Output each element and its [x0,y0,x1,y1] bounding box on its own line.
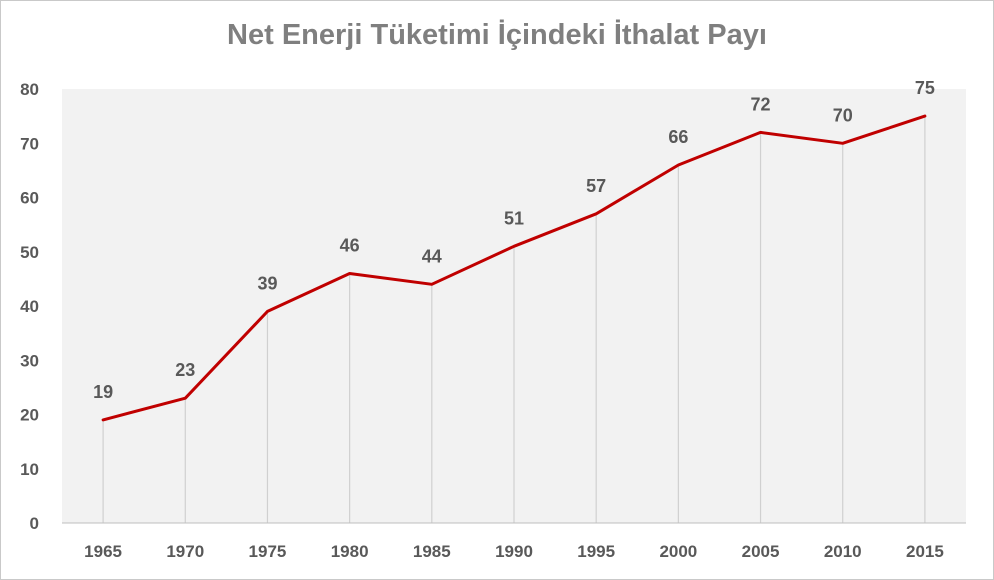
y-tick-label: 10 [20,460,39,479]
y-tick-label: 30 [20,351,39,370]
x-tick-label: 1985 [413,542,451,561]
x-tick-label: 1975 [249,542,287,561]
y-tick-label: 40 [20,297,39,316]
y-tick-label: 50 [20,243,39,262]
data-label: 51 [504,208,524,228]
x-tick-label: 2010 [824,542,862,561]
data-label: 19 [93,382,113,402]
chart-title: Net Enerji Tüketimi İçindeki İthalat Pay… [227,19,767,51]
x-tick-label: 2015 [906,542,944,561]
y-tick-label: 70 [20,134,39,153]
data-labels: 19 23 39 46 44 51 57 66 72 70 75 [93,78,935,402]
data-label: 23 [175,360,195,380]
drop-lines [102,116,926,523]
data-label: 44 [422,246,442,266]
data-label: 70 [833,105,853,125]
x-tick-label: 1980 [331,542,369,561]
data-label: 39 [257,273,277,293]
y-tick-label: 0 [30,514,39,533]
x-tick-label: 1995 [577,542,615,561]
y-axis-ticks: 0 10 20 30 40 50 60 70 80 [20,80,39,533]
x-tick-label: 1990 [495,542,533,561]
y-tick-label: 20 [20,406,39,425]
data-label: 46 [340,235,360,255]
data-label: 57 [586,176,606,196]
x-tick-label: 1970 [166,542,204,561]
data-label: 72 [751,94,771,114]
y-tick-label: 60 [20,189,39,208]
x-axis-ticks: 1965 1970 1975 1980 1985 1990 1995 2000 2005 2010… [84,542,944,561]
data-label: 66 [668,127,688,147]
x-tick-label: 2000 [659,542,697,561]
x-tick-label: 2005 [742,542,780,561]
y-tick-label: 80 [20,80,39,99]
data-label: 75 [915,78,935,98]
series-line [101,114,927,422]
x-tick-label: 1965 [84,542,122,561]
